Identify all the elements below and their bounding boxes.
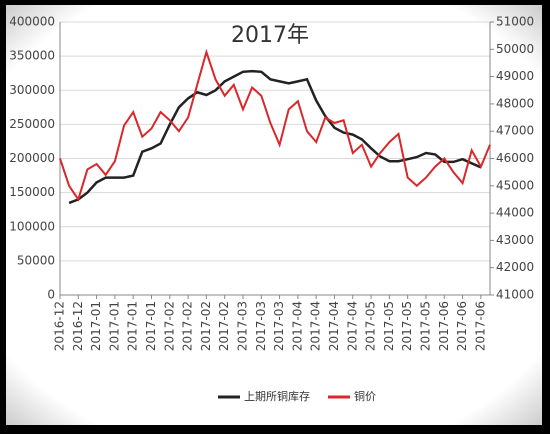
x-tick-label: 2017-03 bbox=[254, 301, 268, 351]
y-tick-label: 350000 bbox=[9, 49, 55, 63]
chart-title: 2017年 bbox=[231, 23, 309, 48]
y2-tick-label: 43000 bbox=[496, 233, 534, 247]
x-tick-label: 2017-06 bbox=[437, 301, 451, 351]
x-tick-label: 2017-02 bbox=[199, 301, 213, 351]
y2-tick-label: 45000 bbox=[496, 178, 534, 192]
series-line bbox=[68, 69, 482, 205]
x-tick-label: 2017-01 bbox=[126, 301, 140, 351]
y-tick-label: 400000 bbox=[9, 15, 55, 29]
y-tick-label: 150000 bbox=[9, 185, 55, 199]
y2-tick-label: 48000 bbox=[496, 96, 534, 110]
background bbox=[6, 5, 542, 425]
x-tick-label: 2017-04 bbox=[290, 301, 304, 351]
x-tick-label: 2017-05 bbox=[364, 301, 378, 351]
x-tick-label: 2017-01 bbox=[89, 301, 103, 351]
x-tick-label: 2017-04 bbox=[345, 301, 359, 351]
legend-label: 铜价 bbox=[354, 389, 376, 403]
x-tick-label: 2017-06 bbox=[473, 301, 487, 351]
y-tick-label: 200000 bbox=[9, 151, 55, 165]
x-tick-label: 2017-05 bbox=[418, 301, 432, 351]
y-tick-label: 250000 bbox=[9, 117, 55, 131]
x-tick-label: 2017-06 bbox=[455, 301, 469, 351]
y2-tick-label: 50000 bbox=[496, 42, 534, 56]
y2-tick-label: 41000 bbox=[496, 288, 534, 302]
x-tick-label: 2017-05 bbox=[382, 301, 396, 351]
series-line bbox=[59, 48, 491, 202]
x-tick-label: 2016-12 bbox=[53, 301, 67, 351]
y-tick-label: 0 bbox=[47, 288, 55, 302]
y2-tick-label: 42000 bbox=[496, 260, 534, 274]
x-tick-label: 2017-04 bbox=[327, 301, 341, 351]
y2-tick-label: 51000 bbox=[496, 15, 534, 29]
y-tick-label: 50000 bbox=[17, 253, 55, 267]
x-tick-label: 2017-05 bbox=[400, 301, 414, 351]
x-tick-label: 2017-04 bbox=[309, 301, 323, 351]
y-tick-label: 300000 bbox=[9, 83, 55, 97]
x-tick-label: 2017-01 bbox=[144, 301, 158, 351]
x-tick-label: 2017-01 bbox=[107, 301, 121, 351]
x-tick-label: 2016-12 bbox=[71, 301, 85, 351]
x-tick-label: 2017-02 bbox=[217, 301, 231, 351]
x-tick-label: 2017-02 bbox=[181, 301, 195, 351]
x-tick-label: 2017-03 bbox=[235, 301, 249, 351]
y2-tick-label: 47000 bbox=[496, 124, 534, 138]
x-tick-label: 2017-02 bbox=[162, 301, 176, 351]
x-tick-label: 2017-03 bbox=[272, 301, 286, 351]
legend-label: 上期所铜库存 bbox=[244, 389, 310, 403]
y2-tick-label: 46000 bbox=[496, 151, 534, 165]
y2-tick-label: 49000 bbox=[496, 69, 534, 83]
y2-tick-label: 44000 bbox=[496, 206, 534, 220]
y-tick-label: 100000 bbox=[9, 219, 55, 233]
